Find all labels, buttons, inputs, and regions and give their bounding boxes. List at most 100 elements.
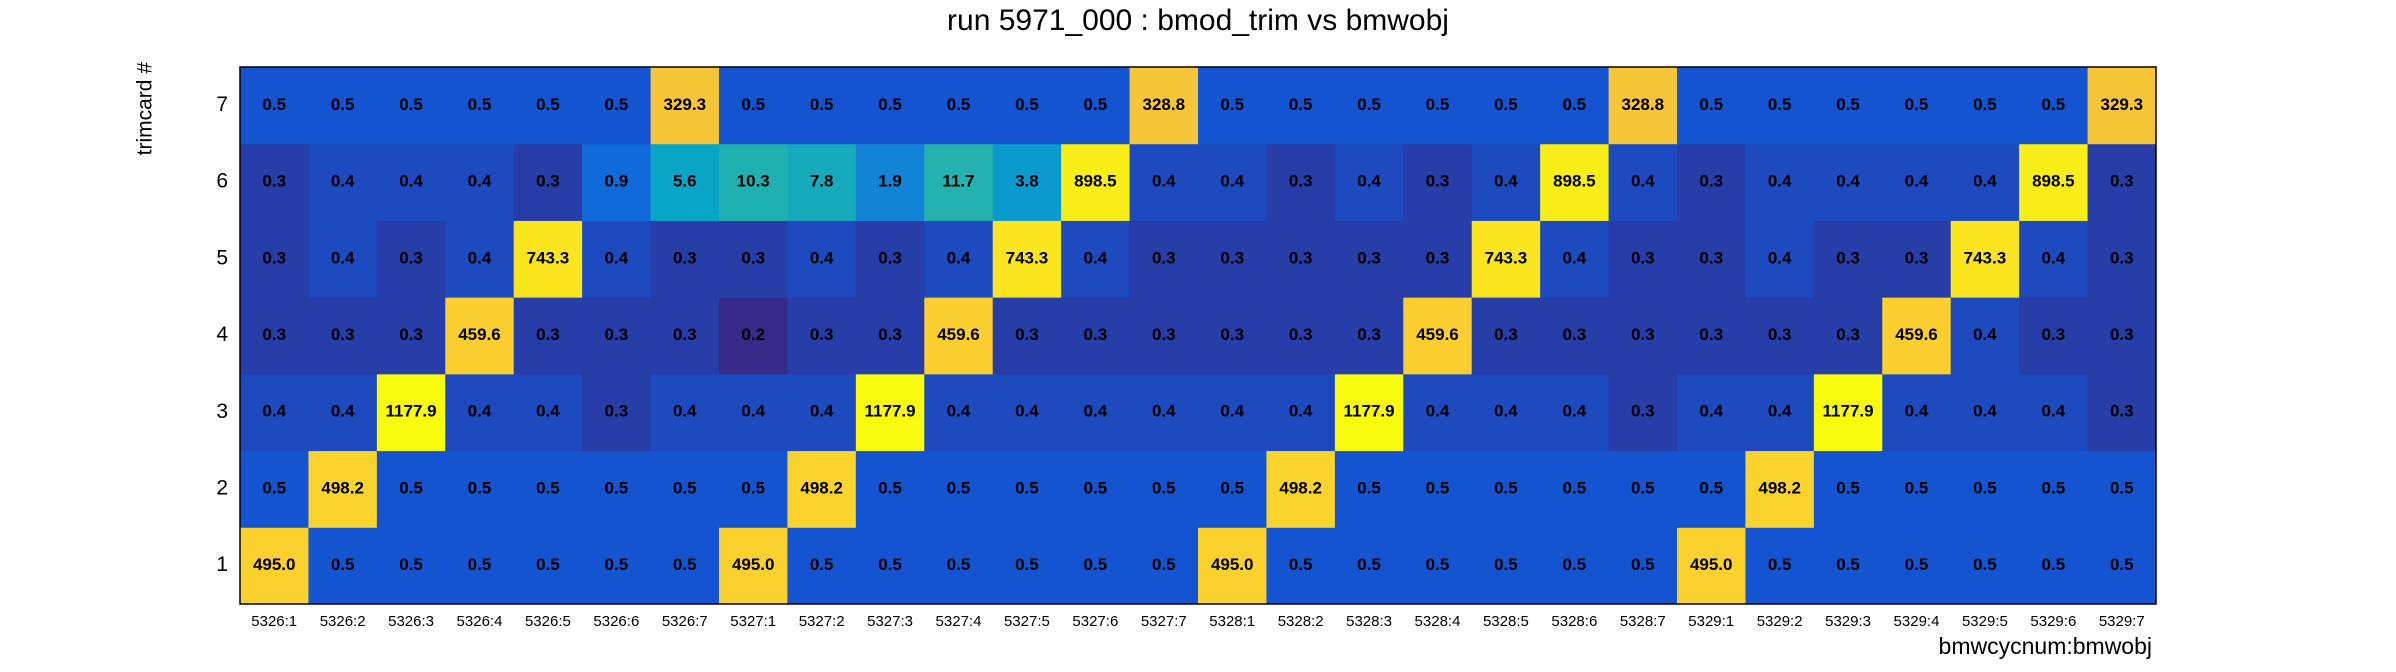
heatmap-cell <box>855 67 925 145</box>
heatmap-cell <box>1198 67 1267 145</box>
heatmap-cell <box>376 220 446 298</box>
heatmap-cell <box>787 143 857 221</box>
cell-label: 3.8 <box>1015 172 1039 191</box>
heatmap-cell <box>992 373 1062 452</box>
cell-label: 0.5 <box>1084 478 1108 497</box>
heatmap-cell <box>2087 527 2157 605</box>
heatmap-cell <box>1334 373 1404 452</box>
cell-label: 0.4 <box>1220 172 1244 191</box>
cell-label: 0.5 <box>1084 95 1108 114</box>
heatmap-cell <box>1540 143 1610 221</box>
cell-label: 0.5 <box>673 478 697 497</box>
heatmap-cell <box>2087 143 2157 221</box>
heatmap-cell <box>650 373 720 452</box>
heatmap-cell <box>376 143 446 221</box>
cell-label: 0.4 <box>1152 172 1176 191</box>
cell-label: 0.3 <box>1220 248 1244 267</box>
cell-label: 0.5 <box>1357 95 1381 114</box>
cell-label: 459.6 <box>458 325 501 344</box>
heatmap-cell <box>1950 220 2020 298</box>
heatmap-cell <box>513 373 583 452</box>
cell-label: 743.3 <box>1006 248 1049 267</box>
heatmap-cell <box>1334 450 1404 528</box>
heatmap-cell <box>1882 373 1952 452</box>
cell-label: 0.4 <box>331 402 355 421</box>
heatmap-cell <box>855 527 925 605</box>
cell-label: 0.5 <box>1905 555 1929 574</box>
heatmap-cell <box>240 450 309 528</box>
heatmap-cell <box>1198 143 1267 221</box>
heatmap-cell <box>2087 220 2157 298</box>
cell-label: 0.4 <box>947 248 971 267</box>
cell-label: 0.9 <box>605 172 629 191</box>
cell-label: 1.9 <box>878 172 902 191</box>
cell-label: 0.5 <box>605 478 629 497</box>
heatmap-cell <box>1471 450 1541 528</box>
heatmap-cell <box>992 297 1062 375</box>
cell-label: 0.4 <box>1905 402 1929 421</box>
cell-label: 0.3 <box>673 325 697 344</box>
heatmap-cell <box>1334 67 1404 145</box>
heatmap-cell <box>992 143 1062 221</box>
cell-label: 0.5 <box>1289 555 1313 574</box>
heatmap-cell <box>445 373 515 452</box>
y-tick-label: 7 <box>216 93 228 116</box>
cell-label: 0.5 <box>810 95 834 114</box>
x-axis-title: bmwcycnum:bmwobj <box>1939 633 2152 659</box>
heatmap-cell <box>376 527 446 605</box>
heatmap-cell <box>1061 450 1131 528</box>
cell-label: 495.0 <box>253 555 296 574</box>
cell-label: 0.5 <box>2042 95 2066 114</box>
cell-label: 0.3 <box>673 248 697 267</box>
cell-label: 0.3 <box>2110 248 2134 267</box>
cell-label: 0.3 <box>262 172 286 191</box>
heatmap-cell <box>1745 373 1815 452</box>
heatmap-cell <box>1677 527 1746 605</box>
heatmap-cell <box>1061 67 1131 145</box>
cell-label: 495.0 <box>732 555 775 574</box>
cell-label: 0.5 <box>947 555 971 574</box>
heatmap-cell <box>1745 220 1815 298</box>
heatmap-cell <box>650 143 720 221</box>
cell-label: 0.3 <box>536 325 560 344</box>
cell-label: 0.5 <box>1494 478 1518 497</box>
cell-label: 0.4 <box>947 402 971 421</box>
x-tick-label: 5327:6 <box>1072 613 1118 630</box>
cell-label: 0.3 <box>262 248 286 267</box>
cell-label: 0.5 <box>1563 95 1587 114</box>
cell-label: 0.3 <box>1905 248 1929 267</box>
heatmap-cell <box>1950 297 2020 375</box>
heatmap-cell <box>1061 143 1131 221</box>
heatmap-cell <box>1471 220 1541 298</box>
heatmap-cell <box>1540 67 1610 145</box>
x-tick-label: 5328:1 <box>1209 613 1255 630</box>
x-tick-label: 5326:5 <box>525 613 571 630</box>
heatmap-cell <box>513 143 583 221</box>
cell-label: 0.4 <box>1905 172 1929 191</box>
cell-label: 0.3 <box>1699 325 1723 344</box>
heatmap-cell <box>924 143 994 221</box>
heatmap-cell <box>2019 373 2089 452</box>
heatmap-cell <box>376 67 446 145</box>
heatmap-cell <box>445 67 515 145</box>
cell-label: 0.5 <box>331 95 355 114</box>
heatmap-cell <box>582 297 652 375</box>
cell-label: 0.3 <box>1768 325 1792 344</box>
heatmap-cell <box>1266 450 1336 528</box>
cell-label: 0.3 <box>1084 325 1108 344</box>
cell-label: 1177.9 <box>1344 402 1395 421</box>
heatmap-cell <box>650 67 720 145</box>
cell-label: 1177.9 <box>386 402 437 421</box>
heatmap-cell <box>240 373 309 452</box>
heatmap-cell <box>1882 450 1952 528</box>
cell-label: 0.4 <box>1494 172 1518 191</box>
heatmap-cell <box>582 527 652 605</box>
cell-label: 0.4 <box>1973 172 1997 191</box>
cell-label: 0.3 <box>331 325 355 344</box>
x-tick-label: 5328:7 <box>1620 613 1666 630</box>
heatmap-cell <box>1471 527 1541 605</box>
x-tick-label: 5329:5 <box>1962 613 2008 630</box>
heatmap-cell <box>1403 297 1473 375</box>
heatmap-cell <box>582 67 652 145</box>
y-tick-label: 1 <box>216 553 228 576</box>
